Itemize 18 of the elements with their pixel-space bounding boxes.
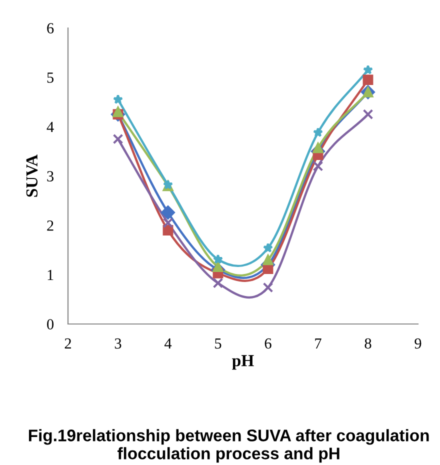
x-tick-label: 6	[264, 338, 272, 349]
y-tick-label: 4	[46, 122, 54, 132]
y-tick-label: 6	[47, 23, 54, 34]
y-tick-label: 0	[47, 319, 54, 330]
x-tick-label: 2	[64, 338, 71, 348]
y-tick-label: 3	[47, 171, 54, 182]
text: Fig.19relationship between SUVA after coagulation flocculation process and pH	[28, 429, 429, 463]
x-axis-title: pH	[232, 355, 254, 370]
y-axis-title: SUVA	[26, 154, 38, 197]
y-tick-label: 5	[47, 72, 54, 83]
x-tick-label: 4	[164, 338, 172, 348]
x-tick-label: 8	[364, 338, 372, 349]
y-tick-label: 1	[48, 270, 54, 280]
x-tick-label: 9	[414, 338, 422, 349]
y-tick-label: 2	[47, 220, 54, 231]
x-tick-label: 5	[215, 338, 222, 349]
x-tick-label: 3	[114, 338, 122, 349]
x-tick-label: 7	[315, 338, 322, 348]
